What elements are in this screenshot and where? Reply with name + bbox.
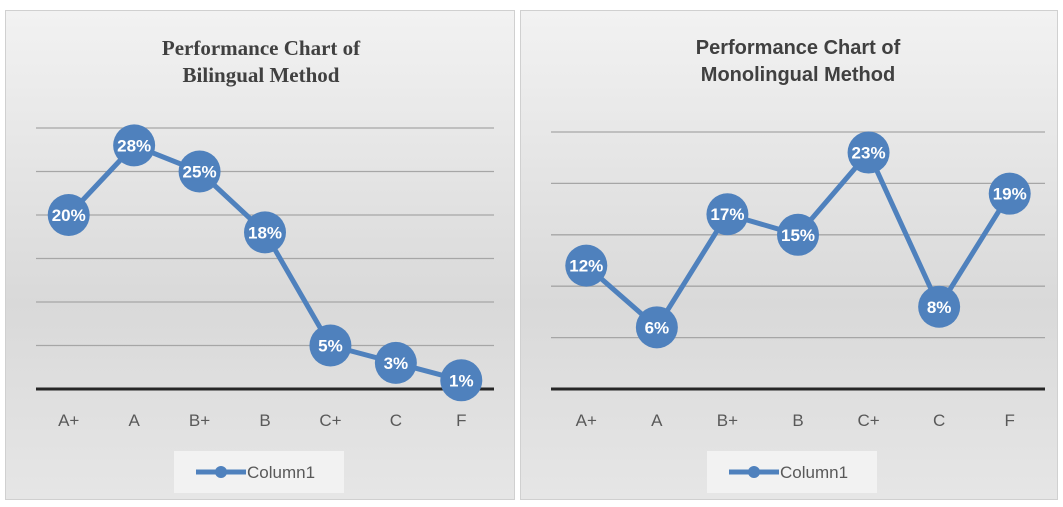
data-label: 19% [993, 185, 1027, 204]
x-tick-label: B+ [717, 411, 738, 430]
marker [847, 131, 890, 174]
data-label: 17% [710, 205, 744, 224]
marker [777, 213, 819, 256]
data-label: 15% [781, 226, 815, 245]
data-label: 3% [384, 354, 409, 373]
data-label: 1% [449, 371, 474, 390]
x-tick-label: B [259, 411, 270, 430]
x-tick-label: F [1005, 411, 1015, 430]
marker [113, 124, 156, 167]
data-label: 8% [927, 298, 952, 317]
data-label: 25% [183, 163, 217, 182]
legend-label: Column1 [247, 463, 315, 482]
marker [565, 244, 608, 287]
data-label: 20% [52, 206, 86, 225]
x-tick-label: A [128, 411, 140, 430]
chart-title: Performance Chart of Monolingual Method [695, 37, 901, 86]
legend-marker [748, 466, 760, 478]
legend-marker [215, 466, 227, 478]
x-tick-label: C+ [319, 411, 341, 430]
data-label: 28% [117, 136, 151, 155]
data-label: 23% [852, 144, 886, 163]
chart: A+ A B+ B C+ C F 12% 6% 17% 15% 23% 8% 19% Column1 [551, 131, 1045, 493]
chart-panel: Performance Chart of Monolingual Method … [520, 10, 1058, 500]
marker [178, 150, 221, 193]
x-tick-label: A [651, 411, 663, 430]
chart-title: Performance Chart of Bilingual Method [161, 36, 361, 87]
x-tick-label: C+ [857, 411, 879, 430]
marker [47, 194, 90, 236]
data-label: 5% [318, 337, 343, 356]
data-label: 18% [248, 223, 282, 242]
data-label: 6% [645, 318, 670, 337]
x-tick-label: C [933, 411, 945, 430]
legend-label: Column1 [780, 463, 848, 482]
marker [918, 285, 961, 328]
marker [706, 193, 749, 236]
data-label: 12% [569, 257, 603, 276]
x-tick-label: F [456, 411, 466, 430]
x-tick-label: B+ [189, 411, 210, 430]
marker [374, 341, 417, 384]
x-tick-label: A+ [576, 411, 597, 430]
chart: A+ A B+ B C+ C F 20% 28% 25% 18% 5% 3% 1% Column1 [36, 124, 494, 493]
marker [635, 306, 678, 349]
marker [440, 359, 483, 402]
marker [244, 211, 286, 254]
chart-panel: Performance Chart of Bilingual Method A+… [5, 10, 515, 500]
marker [309, 324, 352, 367]
x-tick-label: C [390, 411, 402, 430]
marker [988, 172, 1031, 215]
x-tick-label: A+ [58, 411, 79, 430]
x-tick-label: B [792, 411, 803, 430]
